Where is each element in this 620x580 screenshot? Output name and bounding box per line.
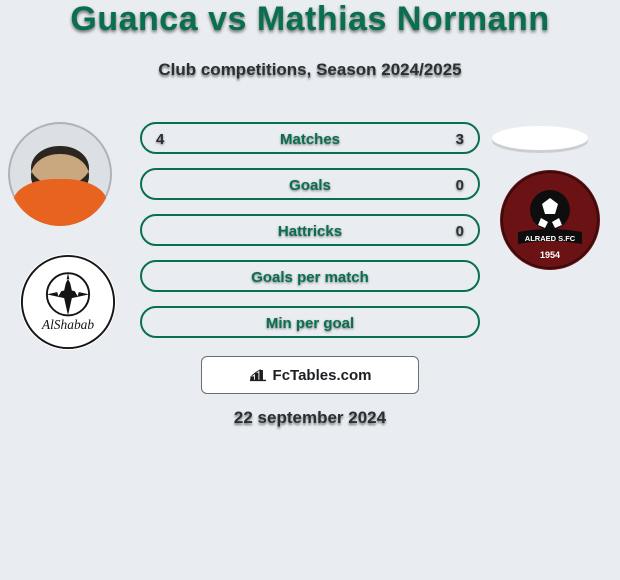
alshabab-crest-icon: AlShabab (20, 254, 116, 350)
page-title: Guanca vs Mathias Normann (0, 0, 620, 39)
right-player-photo-placeholder (492, 126, 588, 150)
page-root: Guanca vs Mathias Normann Club competiti… (0, 0, 620, 580)
left-club-badge: AlShabab (20, 254, 116, 350)
right-club-badge: ALRAED S.FC 1954 (500, 170, 600, 270)
svg-text:ALRAED S.FC: ALRAED S.FC (525, 234, 576, 243)
page-subtitle: Club competitions, Season 2024/2025 (0, 60, 620, 80)
stat-label: Matches (142, 124, 478, 156)
branding-label: FcTables.com (273, 367, 372, 384)
stat-value-right: 3 (456, 124, 464, 156)
alraed-crest-icon: ALRAED S.FC 1954 (500, 170, 600, 270)
stat-row: Goals per match (140, 260, 480, 292)
svg-text:AlShabab: AlShabab (41, 317, 95, 332)
stat-row: Min per goal (140, 306, 480, 338)
stat-row: Goals0 (140, 168, 480, 200)
stat-row: Hattricks0 (140, 214, 480, 246)
stat-value-right: 0 (456, 216, 464, 248)
stat-value-left: 4 (156, 124, 164, 156)
generated-date: 22 september 2024 (0, 408, 620, 428)
stat-label: Hattricks (142, 216, 478, 248)
stat-label: Goals (142, 170, 478, 202)
stat-row: Matches4 3 (140, 122, 480, 154)
stat-label: Min per goal (142, 308, 478, 340)
bar-chart-icon (249, 368, 267, 382)
stat-label: Goals per match (142, 262, 478, 294)
player-silhouette-body (13, 179, 107, 226)
comparison-table: Matches43Goals0Hattricks0Goals per match… (140, 122, 480, 352)
branding-pill: FcTables.com (201, 356, 419, 394)
stat-value-right: 0 (456, 170, 464, 202)
svg-text:1954: 1954 (540, 250, 560, 260)
left-player-photo (8, 122, 112, 226)
